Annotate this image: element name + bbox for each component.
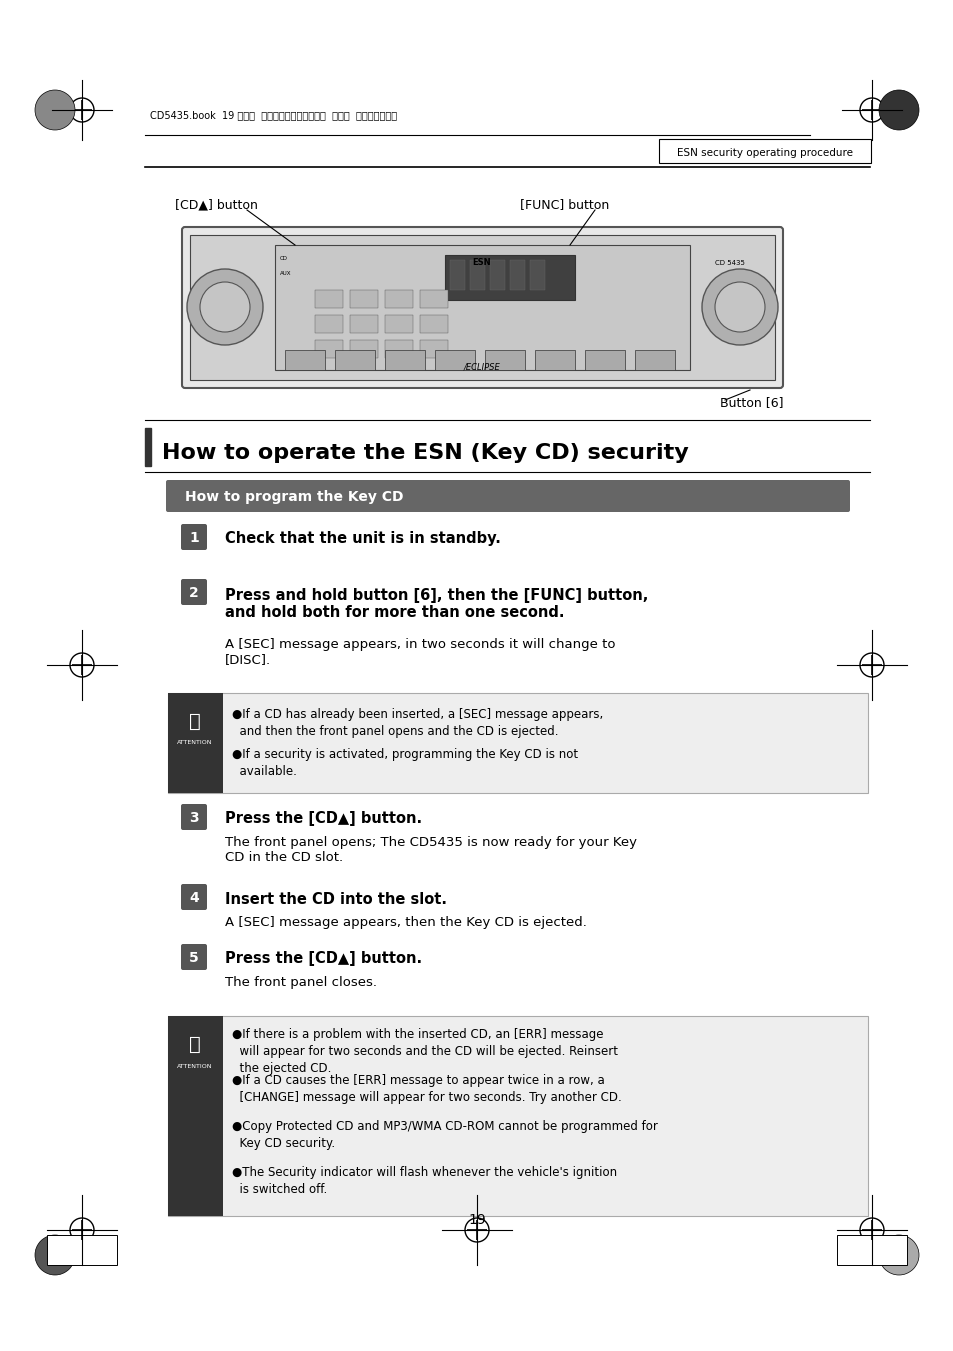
Text: Button [6]: Button [6]	[720, 396, 782, 409]
Text: /ECLIPSE: /ECLIPSE	[463, 363, 500, 372]
Text: 4: 4	[189, 892, 198, 905]
Bar	[314, 315, 343, 332]
FancyBboxPatch shape	[182, 227, 782, 388]
Bar	[168, 693, 223, 793]
Bar	[168, 693, 867, 793]
Text: 1: 1	[189, 531, 198, 544]
Bar	[385, 350, 424, 370]
Text: Insert the CD into the slot.: Insert the CD into the slot.	[225, 892, 447, 907]
Text: ATTENTION: ATTENTION	[177, 1063, 213, 1069]
Bar	[510, 259, 524, 290]
FancyBboxPatch shape	[181, 884, 207, 911]
Text: Check that the unit is in standby.: Check that the unit is in standby.	[225, 531, 500, 547]
Bar	[350, 290, 377, 308]
Bar	[419, 340, 448, 358]
Text: 5: 5	[189, 951, 198, 965]
Bar	[444, 255, 575, 300]
Text: Press the [CD▲] button.: Press the [CD▲] button.	[225, 951, 421, 966]
Text: A [SEC] message appears, then the Key CD is ejected.: A [SEC] message appears, then the Key CD…	[225, 916, 586, 929]
Bar	[530, 259, 544, 290]
Circle shape	[701, 269, 778, 345]
Bar	[168, 1016, 867, 1216]
FancyBboxPatch shape	[181, 580, 207, 605]
Circle shape	[35, 1235, 75, 1275]
Bar	[435, 350, 475, 370]
Text: The front panel closes.: The front panel closes.	[225, 975, 376, 989]
Bar	[335, 350, 375, 370]
Text: ●If there is a problem with the inserted CD, an [ERR] message
  will appear for : ●If there is a problem with the inserted…	[232, 1028, 618, 1075]
Text: A [SEC] message appears, in two seconds it will change to
[DISC].: A [SEC] message appears, in two seconds …	[225, 638, 615, 666]
Circle shape	[878, 1235, 918, 1275]
Text: ESN: ESN	[472, 258, 491, 267]
Bar	[484, 350, 524, 370]
Bar	[385, 315, 413, 332]
Bar	[350, 315, 377, 332]
Text: [FUNC] button: [FUNC] button	[519, 199, 609, 212]
Text: CD5435.book  19 ページ  ２００４年１２月１１日  土曜日  午後５時２９分: CD5435.book 19 ページ ２００４年１２月１１日 土曜日 午後５時２…	[150, 109, 396, 120]
Bar	[535, 350, 575, 370]
Text: 19: 19	[468, 1213, 485, 1227]
Text: AUX: AUX	[280, 272, 292, 276]
Circle shape	[35, 91, 75, 130]
Text: How to operate the ESN (Key CD) security: How to operate the ESN (Key CD) security	[162, 443, 688, 463]
Text: ●If a CD has already been inserted, a [SEC] message appears,
  and then the fron: ●If a CD has already been inserted, a [S…	[232, 708, 602, 738]
FancyBboxPatch shape	[181, 944, 207, 970]
Bar	[836, 1235, 906, 1265]
Bar	[314, 340, 343, 358]
Bar	[584, 350, 624, 370]
Bar	[385, 340, 413, 358]
Text: 📖: 📖	[189, 1035, 201, 1054]
Circle shape	[200, 282, 250, 332]
Bar	[274, 245, 689, 370]
Text: 3: 3	[189, 811, 198, 825]
Bar	[190, 235, 774, 380]
Text: 📖: 📖	[189, 712, 201, 731]
Text: How to program the Key CD: How to program the Key CD	[185, 490, 403, 504]
Bar	[419, 315, 448, 332]
Bar	[450, 259, 464, 290]
Circle shape	[878, 91, 918, 130]
Text: ●If a CD causes the [ERR] message to appear twice in a row, a
  [CHANGE] message: ●If a CD causes the [ERR] message to app…	[232, 1074, 621, 1104]
Text: Press the [CD▲] button.: Press the [CD▲] button.	[225, 812, 421, 827]
Bar	[385, 290, 413, 308]
Bar	[490, 259, 504, 290]
Text: Press and hold button [6], then the [FUNC] button,
and hold both for more than o: Press and hold button [6], then the [FUN…	[225, 588, 648, 620]
Bar	[145, 428, 151, 466]
Text: CD: CD	[280, 255, 288, 261]
Text: ●If a security is activated, programming the Key CD is not
  available.: ●If a security is activated, programming…	[232, 748, 578, 778]
Bar	[47, 1235, 117, 1265]
Bar	[635, 350, 675, 370]
Text: ●The Security indicator will flash whenever the vehicle's ignition
  is switched: ●The Security indicator will flash whene…	[232, 1166, 617, 1196]
FancyBboxPatch shape	[659, 139, 870, 163]
Text: ●Copy Protected CD and MP3/WMA CD-ROM cannot be programmed for
  Key CD security: ●Copy Protected CD and MP3/WMA CD-ROM ca…	[232, 1120, 658, 1150]
Circle shape	[714, 282, 764, 332]
Bar	[285, 350, 325, 370]
Text: ESN security operating procedure: ESN security operating procedure	[677, 149, 852, 158]
Text: [CD▲] button: [CD▲] button	[174, 199, 257, 212]
Bar	[470, 259, 484, 290]
FancyBboxPatch shape	[166, 480, 849, 512]
Bar	[350, 340, 377, 358]
FancyBboxPatch shape	[181, 804, 207, 830]
Bar	[419, 290, 448, 308]
Circle shape	[187, 269, 263, 345]
Text: CD 5435: CD 5435	[715, 259, 744, 266]
Text: The front panel opens; The CD5435 is now ready for your Key
CD in the CD slot.: The front panel opens; The CD5435 is now…	[225, 836, 637, 865]
Text: 2: 2	[189, 586, 198, 600]
Text: ATTENTION: ATTENTION	[177, 740, 213, 746]
Bar	[168, 1016, 223, 1216]
Bar	[314, 290, 343, 308]
FancyBboxPatch shape	[181, 524, 207, 550]
